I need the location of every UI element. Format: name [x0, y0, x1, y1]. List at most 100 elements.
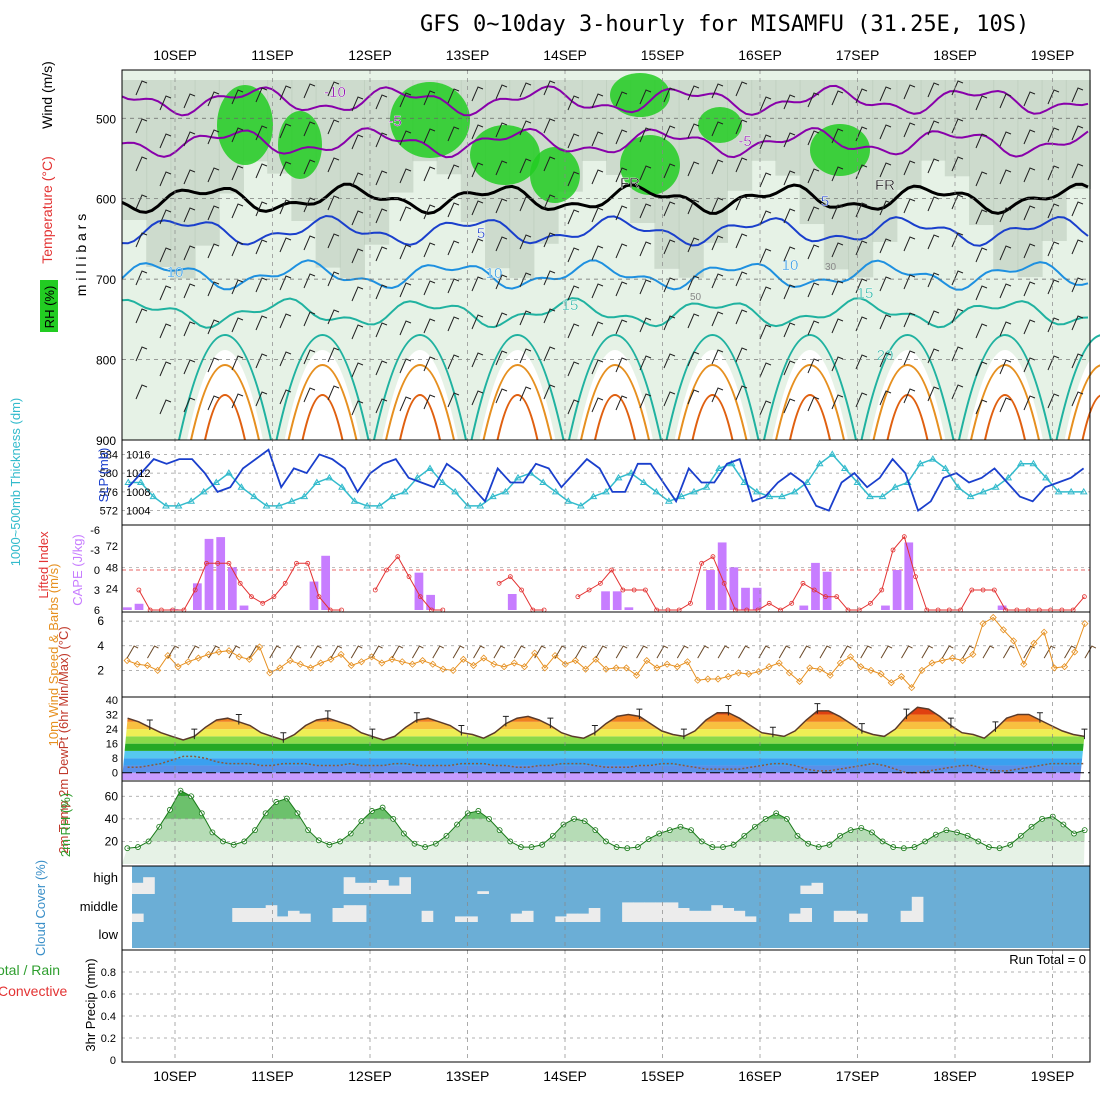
wind-speed-point — [1050, 664, 1058, 672]
wind-barb — [615, 281, 628, 297]
thickness-point — [891, 483, 900, 490]
cloud-bar-high — [477, 891, 489, 894]
rh-band — [122, 841, 1085, 864]
date-label-top: 18SEP — [933, 47, 977, 63]
wind-barb — [255, 87, 268, 103]
thickness-point — [803, 478, 812, 485]
wind-barb — [927, 272, 940, 288]
thickness-point — [664, 497, 673, 504]
temp-tick-label: 0 — [112, 768, 118, 780]
wind-barb — [735, 309, 748, 325]
li-axis-label: Lifted Index — [36, 531, 51, 599]
wind-barb — [447, 278, 460, 294]
wind-barb — [567, 95, 580, 111]
wind-barb — [975, 171, 988, 187]
wind-speed-point — [388, 655, 396, 663]
rh-band — [969, 80, 995, 226]
wind-barb — [735, 385, 748, 401]
thickness-point — [501, 487, 510, 495]
wind-barb — [255, 391, 268, 407]
wind-barb — [183, 131, 196, 147]
wind-barb — [303, 273, 316, 289]
li-point — [192, 587, 198, 593]
thickness-point — [174, 501, 183, 509]
wind-barb — [879, 124, 892, 140]
wind-barb — [423, 242, 436, 258]
thickness-point — [149, 492, 158, 500]
wind-barb — [1047, 203, 1060, 219]
wind-barb — [327, 119, 340, 135]
temp-contour-hot — [691, 394, 734, 441]
wind-barb — [567, 323, 580, 339]
wind-barb — [975, 361, 988, 377]
wind-barb — [159, 171, 172, 187]
precip-tick-label: 0.4 — [101, 1011, 116, 1023]
wind10m-panel: 6 4 2 10m Wind Speed & Barbs (m/s) — [46, 564, 1097, 746]
temp-contour-hot — [789, 394, 831, 441]
wind-barb — [855, 316, 868, 332]
wind-barb — [399, 282, 412, 298]
wind-speed-point — [225, 647, 233, 655]
thickness-point — [136, 478, 145, 485]
wind-barb — [567, 361, 580, 377]
cape-bar — [601, 591, 610, 610]
li-point — [395, 554, 401, 560]
wind-barb — [183, 169, 196, 185]
temp-band — [122, 750, 1085, 759]
wind-barb — [1047, 127, 1060, 143]
wind-barb — [279, 275, 292, 291]
date-label-top: 16SEP — [738, 47, 782, 63]
wind-barb — [831, 204, 844, 220]
temp-contour-20 — [665, 334, 760, 441]
wind-speed-point — [459, 655, 467, 663]
wind-barb — [591, 93, 604, 109]
wind-barb — [807, 396, 820, 412]
cloud-bar-middle — [833, 910, 846, 922]
wind-speed-point — [1030, 639, 1038, 647]
surface-wind-barb — [187, 645, 200, 659]
thickness-point — [778, 492, 786, 500]
wind-tick-label: 4 — [97, 639, 104, 653]
thickness-tick-label: 580 — [100, 468, 118, 480]
rh-band — [944, 80, 970, 177]
wind-barb — [711, 197, 724, 213]
wind-barb — [1023, 281, 1036, 297]
wind-barb — [279, 237, 292, 253]
wind-barb — [159, 361, 172, 377]
wind-barb — [951, 156, 964, 172]
minmax-marker — [769, 726, 776, 738]
minmax-marker — [903, 708, 910, 720]
minmax-marker — [725, 704, 732, 716]
surface-wind-barb — [473, 645, 485, 659]
temp-contour-warm — [287, 364, 358, 441]
page-title: GFS 0~10day 3-hourly for MISAMFU (31.25E… — [420, 12, 1030, 37]
rh-band — [848, 80, 874, 278]
li-tick-label: 6 — [94, 605, 100, 617]
thickness-point — [1054, 487, 1063, 495]
date-label-top: 15SEP — [641, 47, 685, 63]
wind-barb — [615, 129, 628, 145]
thickness-point — [564, 497, 573, 504]
wind-barb — [183, 283, 196, 299]
wind-barb — [735, 81, 748, 97]
thickness-point — [614, 473, 623, 481]
cloud-background — [132, 866, 1090, 948]
wind-barb — [567, 171, 580, 187]
wind-barb — [783, 170, 796, 186]
surface-wind-barb — [493, 645, 506, 659]
temp-band — [122, 736, 1085, 744]
wind-barb — [231, 241, 244, 257]
wind-barb — [663, 163, 676, 179]
thickness-point — [715, 464, 724, 471]
minmax-marker — [324, 710, 331, 721]
wind-barb — [207, 91, 220, 107]
li-point — [384, 567, 389, 573]
cape-bar — [204, 538, 214, 610]
minmax-marker — [458, 724, 465, 736]
thickness-point — [790, 487, 799, 495]
thickness-point — [602, 487, 610, 495]
wind-speed-point — [612, 664, 620, 672]
wind-barb — [1047, 89, 1060, 105]
wind-barb — [447, 202, 460, 218]
wind-speed-point — [775, 659, 783, 667]
